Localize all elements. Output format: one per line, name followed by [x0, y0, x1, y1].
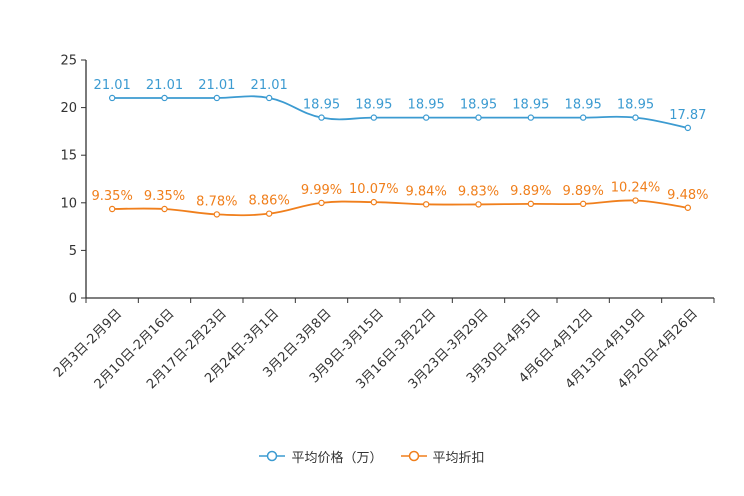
legend-swatch-icon [400, 450, 427, 462]
data-point[interactable] [632, 197, 639, 204]
data-point[interactable] [422, 201, 430, 208]
data-label: 8.86% [249, 194, 290, 209]
data-label: 9.48% [667, 188, 708, 203]
legend-label: 平均价格（万） [291, 450, 383, 466]
series-line-0 [112, 95, 689, 129]
data-point[interactable] [108, 205, 116, 213]
data-point[interactable] [527, 114, 535, 121]
data-point[interactable] [213, 94, 221, 102]
data-label: 9.89% [563, 184, 604, 199]
data-label: 21.01 [251, 78, 288, 93]
data-label: 18.95 [355, 98, 392, 113]
data-label: 17.87 [669, 108, 706, 123]
data-label: 9.99% [301, 183, 342, 198]
data-point[interactable] [632, 114, 639, 121]
data-label: 8.78% [196, 194, 237, 209]
legend-item-0[interactable]: 平均价格（万） [259, 447, 383, 466]
data-point[interactable] [475, 201, 482, 208]
data-label: 10.24% [611, 181, 661, 196]
data-label: 18.95 [512, 98, 549, 113]
data-point[interactable] [370, 114, 378, 121]
data-point[interactable] [213, 211, 221, 218]
data-point[interactable] [684, 204, 692, 211]
data-point[interactable] [527, 200, 535, 208]
legend: 平均价格（万） 平均折扣 [0, 446, 744, 466]
legend-label: 平均折扣 [432, 450, 485, 466]
data-point[interactable] [684, 124, 692, 132]
data-point[interactable] [579, 114, 587, 121]
y-tick-label: 20 [60, 101, 77, 116]
data-label: 21.01 [94, 78, 131, 93]
y-tick-label: 5 [69, 244, 77, 259]
data-point[interactable] [370, 198, 378, 206]
data-label: 18.95 [460, 98, 497, 113]
data-point[interactable] [422, 114, 430, 121]
y-tick-label: 15 [60, 149, 77, 164]
y-tick-label: 10 [60, 196, 77, 211]
y-tick-label: 25 [60, 54, 77, 69]
data-label: 21.01 [198, 78, 235, 93]
data-label: 9.84% [406, 184, 447, 199]
data-point[interactable] [265, 210, 273, 217]
data-label: 10.07% [349, 182, 399, 197]
data-point[interactable] [318, 199, 325, 207]
data-point[interactable] [475, 114, 482, 121]
data-label: 18.95 [408, 98, 445, 113]
data-point[interactable] [318, 114, 325, 121]
data-point[interactable] [579, 200, 587, 208]
data-label: 9.83% [458, 184, 499, 199]
data-label: 9.89% [510, 184, 551, 199]
data-point[interactable] [161, 205, 168, 213]
y-tick-label: 0 [69, 292, 77, 307]
data-point[interactable] [265, 94, 273, 102]
data-point[interactable] [161, 94, 168, 102]
data-label: 9.35% [92, 189, 133, 204]
data-label: 18.95 [617, 98, 654, 113]
data-label: 18.95 [565, 98, 602, 113]
data-point[interactable] [108, 94, 116, 102]
data-label: 18.95 [303, 98, 340, 113]
series-line-1 [112, 199, 688, 217]
legend-swatch-icon [259, 450, 286, 462]
legend-item-1[interactable]: 平均折扣 [400, 447, 485, 466]
data-label: 21.01 [146, 78, 183, 93]
data-label: 9.35% [144, 189, 185, 204]
